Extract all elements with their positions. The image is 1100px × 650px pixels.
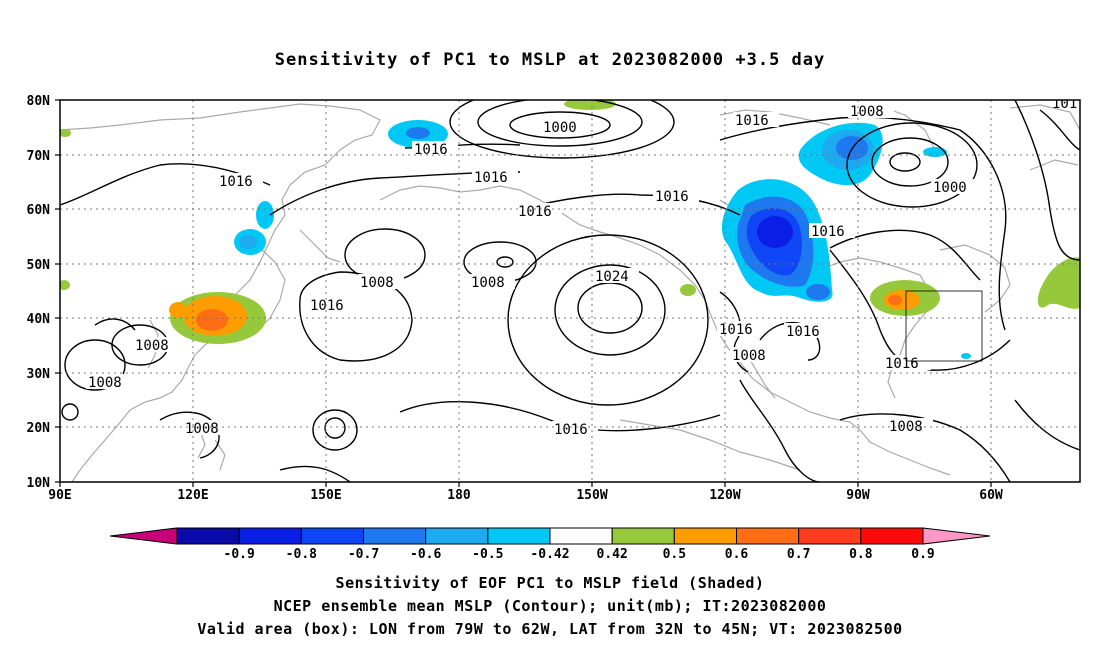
grid-lines: [60, 100, 1080, 482]
contour-label: 1016: [310, 298, 344, 314]
contour-label: 101: [1052, 96, 1077, 112]
lat-label: 30N: [27, 367, 51, 382]
colorbar-bin: [736, 527, 800, 545]
contour-label: 1008: [850, 104, 884, 120]
lon-label: 60W: [979, 488, 1003, 503]
lon-label: 150W: [576, 488, 607, 503]
lon-label: 120E: [177, 488, 208, 503]
contour-label: 1016: [719, 322, 753, 338]
contour-label: 1000: [543, 120, 577, 136]
lon-label: 90W: [846, 488, 870, 503]
colorbar-bin: [798, 527, 862, 545]
contour-label: 1008: [471, 275, 505, 291]
sensitivity-shading: [60, 100, 1080, 359]
colorbar-bin: [363, 527, 427, 545]
contour-label: 1008: [135, 338, 169, 354]
colorbar-label: 0.6: [725, 547, 749, 562]
map-panel: 1000 1016 1016 1016 1016 1016 1008 1016 …: [60, 96, 1080, 482]
colorbar-label: -0.9: [224, 547, 255, 562]
colorbar-bin: [238, 527, 302, 545]
contour-label: 1016: [811, 224, 845, 240]
contour-label: 1016: [414, 142, 448, 158]
axis-ticks: [55, 99, 992, 487]
contour-label: 1016: [554, 422, 588, 438]
contour-label: 1016: [885, 356, 919, 372]
valid-area-box: [905, 290, 983, 362]
colorbar: -0.9 -0.8 -0.7 -0.6 -0.5 -0.42 0.42 0.5 0.6 0.7 0.…: [109, 527, 991, 562]
lon-label: 120W: [709, 488, 740, 503]
colorbar-label: 0.5: [663, 547, 686, 562]
caption-contour: NCEP ensemble mean MSLP (Contour); unit(…: [273, 597, 827, 615]
lat-tick-labels: 80N 70N 60N 50N 40N 30N 20N 10N: [27, 94, 51, 491]
contour-label: 1016: [474, 170, 508, 186]
lat-label: 50N: [27, 258, 51, 273]
contour-labels: 1000 1016 1016 1016 1016 1016 1008 1016 …: [86, 96, 1077, 438]
colorbar-bin: [487, 527, 551, 545]
contour-label: 1024: [595, 269, 629, 285]
lat-label: 80N: [27, 94, 51, 109]
contour-label: 1008: [889, 419, 923, 435]
colorbar-label: 0.9: [911, 547, 934, 562]
contour-label: 1016: [786, 324, 820, 340]
colorbar-bin: [176, 527, 240, 545]
lat-label: 20N: [27, 421, 51, 436]
contour-label: 1000: [933, 180, 967, 196]
colorbar-arrow-high: [922, 527, 991, 545]
lon-label: 90E: [48, 488, 71, 503]
colorbar-label: -0.6: [410, 547, 441, 562]
lon-label: 180: [447, 488, 471, 503]
plot-title: Sensitivity of PC1 to MSLP at 2023082000…: [274, 50, 826, 70]
contour-label: 1008: [732, 348, 766, 364]
lat-label: 70N: [27, 149, 51, 164]
contour-label: 1016: [219, 174, 253, 190]
lon-tick-labels: 90E 120E 150E 180 150W 120W 90W 60W: [48, 488, 1003, 503]
colorbar-bin: [860, 527, 924, 545]
colorbar-bin: [425, 527, 489, 545]
colorbar-arrow-low: [109, 527, 178, 545]
plot-frame: [59, 99, 1081, 483]
contour-label: 1008: [185, 421, 219, 437]
contour-label: 1016: [655, 189, 689, 205]
lat-label: 10N: [27, 476, 51, 491]
lat-label: 60N: [27, 203, 51, 218]
caption-valid-area: Valid area (box): LON from 79W to 62W, L…: [197, 620, 903, 638]
colorbar-label: -0.42: [530, 547, 569, 562]
colorbar-label: 0.8: [849, 547, 873, 562]
lat-label: 40N: [27, 312, 51, 327]
colorbar-bin: [611, 527, 675, 545]
contour-label: 1008: [360, 275, 394, 291]
colorbar-bin: [300, 527, 365, 545]
colorbar-label: -0.8: [286, 547, 317, 562]
caption-shading: Sensitivity of EOF PC1 to MSLP field (Sh…: [335, 574, 765, 592]
contour-label: 1016: [735, 113, 769, 129]
colorbar-label: 0.7: [787, 547, 810, 562]
colorbar-bin: [673, 527, 737, 545]
colorbar-label: -0.7: [348, 547, 379, 562]
colorbar-bin: [549, 527, 613, 545]
contour-label: 1016: [518, 204, 552, 220]
contour-label: 1008: [88, 375, 122, 391]
lon-label: 150E: [310, 488, 341, 503]
colorbar-label: 0.42: [597, 547, 628, 562]
colorbar-label: -0.5: [472, 547, 503, 562]
